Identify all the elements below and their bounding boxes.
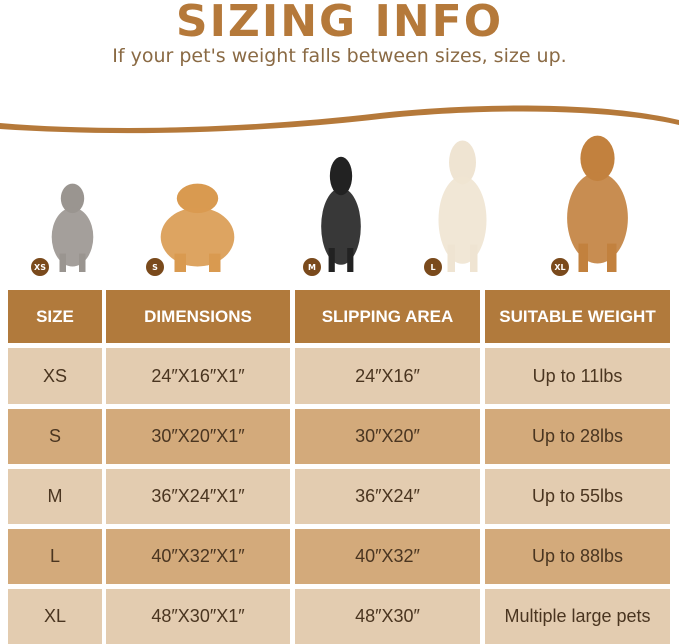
column-header: SIZE [8,290,102,343]
table-cell: 36″X24″X1″ [106,469,290,524]
table-cell: 48″X30″ [295,589,480,644]
table-cell: XS [8,348,102,404]
column-header: DIMENSIONS [106,290,290,343]
size-badge: L [423,257,443,277]
table-cell: 40″X32″ [295,529,480,584]
subtitle: If your pet's weight falls between sizes… [112,45,567,67]
table-cell: Up to 11lbs [485,348,670,404]
table-cell: Multiple large pets [485,589,670,644]
table-cell: 48″X30″X1″ [106,589,290,644]
page-title: SIZING INFO [175,0,504,47]
decorative-wave [0,105,679,134]
table-cell: S [8,409,102,464]
pet-image-s [140,180,255,272]
table-cell: Up to 28lbs [485,409,670,464]
pet-image-m [310,152,372,272]
table-cell: 30″X20″ [295,409,480,464]
table-cell: 36″X24″ [295,469,480,524]
table-cell: XL [8,589,102,644]
table-cell: Up to 55lbs [485,469,670,524]
table-cell: M [8,469,102,524]
table-cell: 24″X16″ [295,348,480,404]
table-cell: Up to 88lbs [485,529,670,584]
pet-image-xs [40,180,105,272]
size-badge: XL [550,257,570,277]
size-badge: M [302,257,322,277]
size-badge: S [145,257,165,277]
pet-image-xl [550,130,645,272]
table-cell: 24″X16″X1″ [106,348,290,404]
column-header: SLIPPING AREA [295,290,480,343]
table-cell: 40″X32″X1″ [106,529,290,584]
table-cell: L [8,529,102,584]
column-header: SUITABLE WEIGHT [485,290,670,343]
size-badge: XS [30,257,50,277]
table-cell: 30″X20″X1″ [106,409,290,464]
pet-image-l [425,135,500,272]
